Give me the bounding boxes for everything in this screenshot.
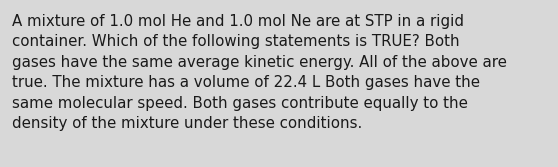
Text: A mixture of 1.0 mol He and 1.0 mol Ne are at STP in a rigid
container. Which of: A mixture of 1.0 mol He and 1.0 mol Ne a… — [12, 14, 507, 131]
